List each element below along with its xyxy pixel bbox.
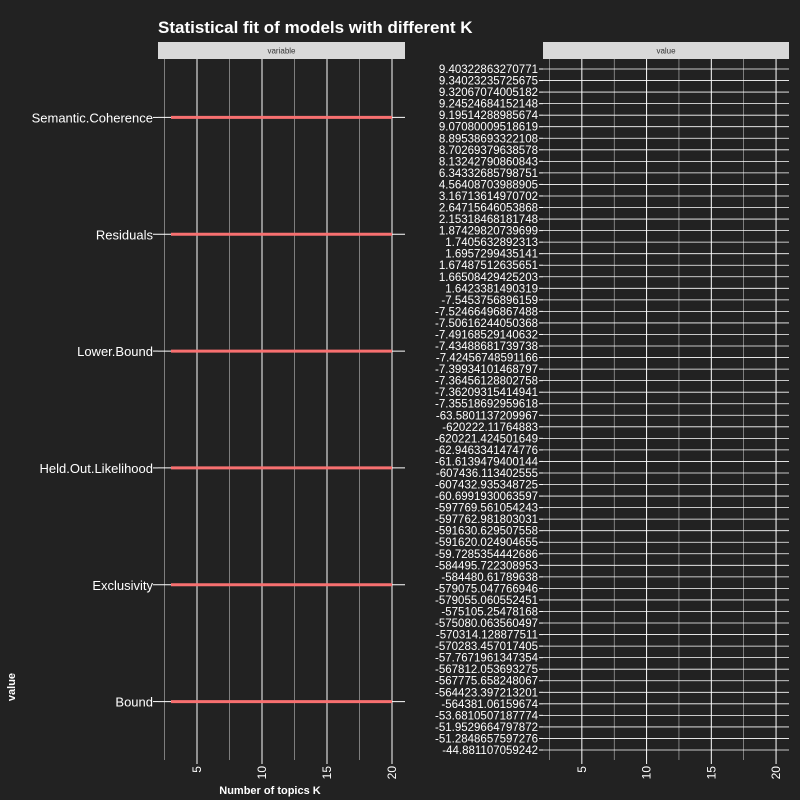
right-x-axis: 5 10 15 20 — [575, 760, 783, 779]
value-label: -7.42456748591166 — [436, 353, 538, 365]
value-axis: 9.403228632707719.340232357256759.320670… — [435, 64, 543, 757]
left-panel-strip-label: variable — [267, 47, 296, 56]
value-label: 9.32067074005182 — [439, 87, 538, 99]
value-label: -575080.063560497 — [435, 618, 538, 630]
value-label: -63.5801137209967 — [436, 410, 538, 422]
value-label: 9.40322863270771 — [439, 64, 538, 76]
x-tick-label: 5 — [190, 766, 204, 773]
category-label: Exclusivity — [92, 578, 153, 593]
x-tick-label: 15 — [320, 766, 334, 780]
value-label: 9.24524684152148 — [439, 99, 538, 111]
value-label: 1.7405632892313 — [445, 237, 538, 249]
x-tick-label: 20 — [769, 766, 783, 780]
value-label: -575105.25478168 — [441, 606, 538, 618]
value-label: 2.15318468181748 — [439, 214, 538, 226]
value-label: 1.6423381490319 — [445, 283, 538, 295]
value-label: -57.7671961347354 — [435, 653, 539, 665]
value-label: -591630.629507558 — [435, 526, 538, 538]
value-label: -7.39934101468797 — [435, 364, 538, 376]
value-label: 1.67487512635651 — [439, 260, 538, 272]
value-label: -7.35518692959618 — [435, 399, 538, 411]
value-label: -51.9529664797872 — [435, 722, 538, 734]
value-label: 1.6957299435141 — [445, 249, 538, 261]
value-label: 9.34023235725675 — [439, 76, 538, 88]
value-label: -570314.128877511 — [436, 630, 538, 642]
value-label: 6.34332685798751 — [439, 168, 538, 180]
value-label: -607432.935348725 — [435, 480, 538, 492]
value-label: 8.89538693322108 — [439, 133, 538, 145]
value-label: -7.36456128802758 — [435, 376, 538, 388]
right-panel-strip — [543, 42, 789, 59]
value-label: -570283.457017405 — [435, 641, 538, 653]
value-label: -7.36209315414941 — [435, 387, 538, 399]
left-panel-strip — [158, 42, 405, 59]
value-label: -53.6810507187774 — [435, 710, 539, 722]
value-label: -7.52466496867488 — [435, 306, 538, 318]
value-label: -567775.658248067 — [435, 676, 538, 688]
left-x-axis: 5 10 15 20 — [190, 760, 399, 779]
value-label: 4.56408703988905 — [439, 179, 538, 191]
value-label: -620221.424501649 — [435, 433, 538, 445]
x-axis-title: Number of topics K — [219, 785, 321, 797]
y-axis-title: value — [6, 673, 18, 701]
value-label: -7.5453756896159 — [441, 295, 538, 307]
x-tick-label: 10 — [640, 766, 654, 780]
chart-title: Statistical fit of models with different… — [158, 18, 473, 37]
value-label: -579075.047766946 — [435, 583, 538, 595]
category-label: Semantic.Coherence — [32, 110, 153, 125]
value-label: -591620.024904655 — [435, 537, 538, 549]
value-label: 1.87429820739699 — [439, 226, 538, 238]
category-label: Residuals — [96, 227, 154, 242]
value-label: 9.07080009518619 — [439, 122, 538, 134]
value-label: -579055.060552451 — [435, 595, 538, 607]
category-label: Held.Out.Likelihood — [40, 461, 153, 476]
value-label: -567812.053693275 — [435, 664, 538, 676]
left-panel: variable Semantic.Coherence Residuals Lowe… — [32, 42, 405, 779]
value-label: 2.64715646053868 — [439, 203, 538, 215]
value-label: 8.70269379638578 — [439, 145, 538, 157]
value-label: -62.9463341474776 — [435, 445, 538, 457]
value-label: 8.13242790860843 — [439, 156, 538, 168]
value-label: -51.2848657597276 — [435, 733, 538, 745]
x-tick-label: 15 — [704, 766, 718, 780]
x-tick-label: 5 — [575, 766, 589, 773]
value-label: -44.881107059242 — [442, 745, 538, 757]
value-label: -7.49168529140632 — [435, 329, 538, 341]
value-label: -607436.113402555 — [436, 468, 538, 480]
value-label: 3.16713614970702 — [439, 191, 538, 203]
value-label: -564423.397213201 — [435, 687, 538, 699]
value-label: -7.50616244050368 — [435, 318, 538, 330]
value-label: 1.66508429425203 — [439, 272, 538, 284]
x-tick-label: 10 — [255, 766, 269, 780]
value-label: -61.6139479400144 — [435, 456, 539, 468]
left-panel-series — [171, 115, 392, 704]
value-label: -60.6991930063597 — [435, 491, 538, 503]
value-label: -7.43488681739738 — [435, 341, 538, 353]
value-label: -597762.981803031 — [435, 514, 538, 526]
value-label: -584480.61789638 — [441, 572, 538, 584]
value-label: 9.19514288985674 — [439, 110, 539, 122]
left-panel-gridlines — [158, 59, 405, 760]
value-label: -597769.561054243 — [435, 503, 538, 515]
right-panel: value 9.403228632707719.340232357256759.… — [435, 42, 789, 779]
value-label: -584495.722308953 — [435, 560, 538, 572]
category-label: Bound — [115, 695, 153, 710]
right-panel-strip-label: value — [656, 47, 676, 56]
category-axis: Semantic.Coherence Residuals Lower.Bound He… — [32, 110, 158, 710]
category-label: Lower.Bound — [77, 344, 153, 359]
value-label: -59.7285354442686 — [435, 549, 538, 561]
value-label: -620222.11764883 — [442, 422, 538, 434]
right-panel-gridlines — [543, 59, 789, 760]
value-label: -564381.06159674 — [441, 699, 538, 711]
x-tick-label: 20 — [385, 766, 399, 780]
